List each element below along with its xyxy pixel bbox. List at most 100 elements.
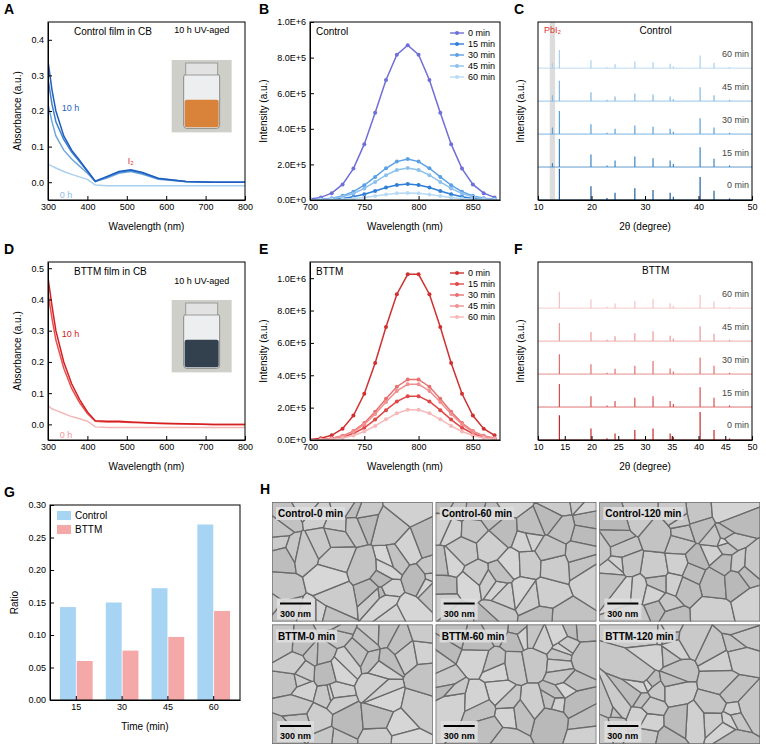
tick-mark xyxy=(310,129,314,130)
tick-mark xyxy=(166,436,167,440)
peak xyxy=(673,371,674,374)
tick: 600 xyxy=(159,436,174,452)
legend-label: 0 min xyxy=(468,268,490,278)
legend-marker xyxy=(455,315,459,319)
scale-bar-label: 300 nm xyxy=(280,609,311,619)
line-series xyxy=(310,168,495,200)
tick: 500 xyxy=(120,196,135,212)
scale-bar xyxy=(607,725,638,727)
tick: 8.0E+5 xyxy=(277,53,314,63)
legend-label: 45 min xyxy=(468,61,495,71)
axis-line xyxy=(539,200,753,201)
point xyxy=(417,272,421,276)
legend-marker xyxy=(455,75,459,79)
bar xyxy=(106,603,122,701)
scale-bar-label: 300 nm xyxy=(607,731,638,741)
panel-label: A xyxy=(4,1,14,17)
tick-mark xyxy=(618,436,619,440)
peak xyxy=(614,193,615,200)
point xyxy=(438,175,442,179)
image-ground xyxy=(599,502,760,622)
tick: 10 xyxy=(533,196,543,212)
image-label: BTTM-60 min xyxy=(442,631,505,642)
tick: 500 xyxy=(120,436,135,452)
point xyxy=(395,53,399,57)
point xyxy=(417,408,421,412)
grain xyxy=(361,703,393,729)
tick: 4.0E+5 xyxy=(277,371,314,381)
tick-label: 10 xyxy=(533,442,543,452)
grain xyxy=(327,684,334,701)
point xyxy=(341,194,345,198)
label-patch xyxy=(604,721,641,742)
peak xyxy=(652,127,653,134)
tick-label: 0.2 xyxy=(31,106,44,116)
point xyxy=(351,197,355,200)
tick-mark xyxy=(87,436,88,440)
point xyxy=(395,183,399,187)
annotation: 10 h xyxy=(62,103,80,113)
legend-label: 30 min xyxy=(468,290,495,300)
peak xyxy=(606,165,607,167)
tick-mark xyxy=(48,362,52,363)
peak xyxy=(713,63,714,68)
tick-mark xyxy=(50,700,54,701)
peak xyxy=(700,412,701,440)
peak xyxy=(700,118,701,134)
series-label: 30 min xyxy=(722,355,749,365)
grain xyxy=(640,551,668,579)
peak xyxy=(670,160,671,167)
tick-label: 0.1 xyxy=(31,389,44,399)
tick-label: 0.4 xyxy=(31,35,44,45)
point xyxy=(417,382,421,386)
grain xyxy=(413,641,433,665)
bar xyxy=(60,607,76,700)
legend-label: 60 min xyxy=(468,72,495,82)
peak xyxy=(614,129,615,134)
x-axis-title: Wavelength (nm) xyxy=(367,221,443,232)
tick-mark xyxy=(725,436,726,440)
tick-mark xyxy=(310,343,314,344)
axis-line xyxy=(51,700,241,701)
baseline xyxy=(538,167,752,168)
tick: 850 xyxy=(466,436,481,452)
point xyxy=(417,394,421,398)
legend-label: BTTM xyxy=(75,524,102,535)
tick: 25 xyxy=(614,436,624,452)
peak xyxy=(590,155,591,168)
annotation: 0 h xyxy=(60,190,73,200)
plot-frame xyxy=(48,262,245,440)
grain xyxy=(324,528,355,547)
tick-label: 50 xyxy=(747,442,757,452)
legend-marker xyxy=(455,64,459,68)
point xyxy=(438,400,442,404)
tick-label: 35 xyxy=(667,442,677,452)
image-ground xyxy=(599,625,760,745)
tick-mark xyxy=(310,311,314,312)
plot-marks xyxy=(48,61,245,186)
peak xyxy=(559,111,560,134)
plot-marks xyxy=(48,278,245,428)
peak xyxy=(590,396,591,407)
point xyxy=(384,173,388,177)
x-axis: 15304560 xyxy=(51,696,241,712)
grain xyxy=(569,564,597,610)
label-patch xyxy=(441,721,478,742)
grain xyxy=(676,577,702,608)
bar xyxy=(214,611,230,700)
bar xyxy=(77,661,93,700)
y-axis-title: Absorbance (a.u.) xyxy=(12,71,23,151)
tick-label: 0.0E+0 xyxy=(277,435,306,445)
grain xyxy=(599,668,631,719)
scale-bar xyxy=(280,725,311,727)
plot-title: Control film in CB xyxy=(74,26,152,37)
peak xyxy=(713,191,714,200)
tick: 30 xyxy=(640,196,650,212)
tick-label: 300 xyxy=(41,202,56,212)
tick-label: 850 xyxy=(466,202,481,212)
tick-mark xyxy=(699,196,700,200)
tick-mark xyxy=(752,196,753,200)
x-axis: 101520253035404550 xyxy=(533,436,757,452)
tick-mark xyxy=(419,196,420,200)
x-axis-title: Wavelength (nm) xyxy=(109,221,185,232)
